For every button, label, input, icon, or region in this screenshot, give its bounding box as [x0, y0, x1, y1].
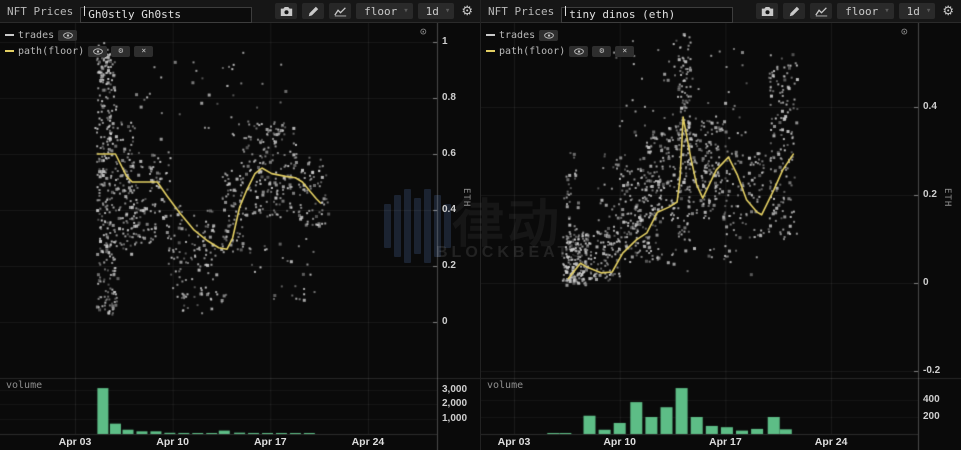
- legend-item-path-floor: path(floor) ⚙ ×: [486, 43, 635, 59]
- remove-series-icon[interactable]: ×: [615, 45, 635, 57]
- visibility-eye-icon[interactable]: [88, 45, 108, 57]
- axis-collapse-icon[interactable]: ⊙: [901, 25, 908, 38]
- series-marker: [5, 34, 14, 36]
- search-input-wrap: [80, 3, 253, 23]
- price-axis-tick-label: 1: [442, 36, 448, 47]
- metric-select-value: floor: [845, 4, 879, 18]
- metric-select[interactable]: floor ▾: [356, 3, 413, 19]
- chevron-down-icon: ▾: [925, 6, 932, 16]
- legend-item-trades: trades: [5, 27, 153, 43]
- panel-title: NFT Prices: [488, 4, 555, 18]
- legend: trades path(floor) ⚙ ×: [5, 27, 154, 59]
- volume-axis-tick-label: 1,000: [442, 413, 468, 425]
- date-axis-tick-label: Apr 10: [603, 436, 637, 448]
- line-chart-icon: [333, 6, 346, 16]
- price-axis-tick-label: -0.2: [923, 365, 941, 376]
- chevron-down-icon: ▾: [403, 6, 409, 16]
- collection-search-input[interactable]: [561, 6, 734, 23]
- chevron-down-icon: ▾: [884, 6, 890, 16]
- camera-button[interactable]: [756, 3, 779, 19]
- series-label: trades: [499, 29, 536, 41]
- volume-axis-tick-label: 200: [923, 411, 940, 422]
- date-axis-tick-label: Apr 17: [253, 436, 287, 448]
- volume-axis-tick-label: 3,000: [442, 383, 468, 395]
- collection-search-input[interactable]: [80, 6, 253, 23]
- visibility-eye-icon[interactable]: [569, 45, 589, 57]
- chart-style-button[interactable]: [329, 3, 352, 19]
- legend-item-path-floor: path(floor) ⚙ ×: [5, 43, 154, 59]
- price-axis-tick-label: 0.4: [923, 101, 937, 112]
- metric-select[interactable]: floor ▾: [837, 3, 894, 19]
- interval-select[interactable]: 1d ▾: [898, 3, 936, 19]
- volume-pane-label: volume: [6, 380, 43, 391]
- price-axis-tick-label: 0.6: [442, 148, 456, 159]
- eth-axis-unit-label: ETH: [942, 188, 952, 208]
- price-axis-tick-label: 0.2: [923, 189, 937, 200]
- settings-gear-icon[interactable]: ⚙: [461, 3, 473, 18]
- price-axis-tick-label: 0.8: [442, 92, 456, 103]
- settings-gear-icon[interactable]: ⚙: [942, 3, 954, 18]
- visibility-eye-icon[interactable]: [58, 29, 78, 41]
- volume-axis-tick-label: 2,000: [442, 398, 468, 410]
- series-marker: [486, 34, 495, 36]
- camera-icon: [761, 6, 773, 16]
- series-label: path(floor): [499, 45, 566, 57]
- price-axis-tick-label: 0: [923, 277, 929, 288]
- metric-select-value: floor: [364, 4, 398, 18]
- draw-button[interactable]: [783, 3, 806, 19]
- line-chart-icon: [814, 6, 827, 16]
- eth-axis-unit-label: ETH: [461, 188, 471, 208]
- series-label: path(floor): [18, 45, 85, 57]
- legend-item-trades: trades: [486, 27, 634, 43]
- chart-style-button[interactable]: [810, 3, 833, 19]
- camera-icon: [280, 6, 292, 16]
- series-label: trades: [18, 29, 55, 41]
- series-settings-gear-icon[interactable]: ⚙: [111, 45, 131, 57]
- date-axis-tick-label: Apr 03: [58, 436, 92, 448]
- pencil-icon: [789, 6, 799, 16]
- chevron-down-icon: ▾: [444, 6, 451, 16]
- panel-header: NFT Prices floor ▾ 1d ▾ ⚙: [0, 0, 480, 23]
- date-axis-tick-label: Apr 24: [814, 436, 848, 448]
- price-axis-tick-label: 0: [442, 316, 448, 327]
- series-marker: [486, 50, 495, 52]
- chart-panel-left: NFT Prices floor ▾ 1d ▾ ⚙: [0, 0, 480, 450]
- panel-divider: [480, 0, 481, 450]
- search-input-wrap: [561, 3, 734, 23]
- text-cursor: [565, 6, 567, 16]
- volume-axis-tick-label: 400: [923, 394, 940, 405]
- chart-panel-right: NFT Prices floor ▾ 1d ▾ ⚙: [481, 0, 961, 450]
- series-settings-gear-icon[interactable]: ⚙: [592, 45, 612, 57]
- chart-viewport[interactable]: [481, 0, 961, 450]
- volume-pane-label: volume: [487, 380, 524, 391]
- visibility-eye-icon[interactable]: [539, 29, 559, 41]
- date-axis-tick-label: Apr 24: [351, 436, 385, 448]
- remove-series-icon[interactable]: ×: [134, 45, 154, 57]
- date-axis-tick-label: Apr 17: [709, 436, 742, 448]
- series-marker: [5, 50, 14, 52]
- interval-select-value: 1d: [425, 4, 439, 18]
- date-axis-tick-label: Apr 03: [497, 436, 531, 448]
- date-axis-tick-label: Apr 10: [156, 436, 189, 448]
- camera-button[interactable]: [275, 3, 298, 19]
- axis-collapse-icon[interactable]: ⊙: [420, 25, 427, 38]
- interval-select[interactable]: 1d ▾: [417, 3, 455, 19]
- price-axis-tick-label: 0.4: [442, 204, 456, 215]
- panel-title: NFT Prices: [7, 4, 74, 18]
- price-axis-tick-label: 0.2: [442, 260, 456, 271]
- text-cursor: [84, 6, 86, 16]
- interval-select-value: 1d: [906, 4, 920, 18]
- chart-viewport[interactable]: [0, 0, 480, 450]
- legend: trades path(floor) ⚙ ×: [486, 27, 635, 59]
- pencil-icon: [308, 6, 318, 16]
- draw-button[interactable]: [302, 3, 325, 19]
- panel-header: NFT Prices floor ▾ 1d ▾ ⚙: [481, 0, 961, 23]
